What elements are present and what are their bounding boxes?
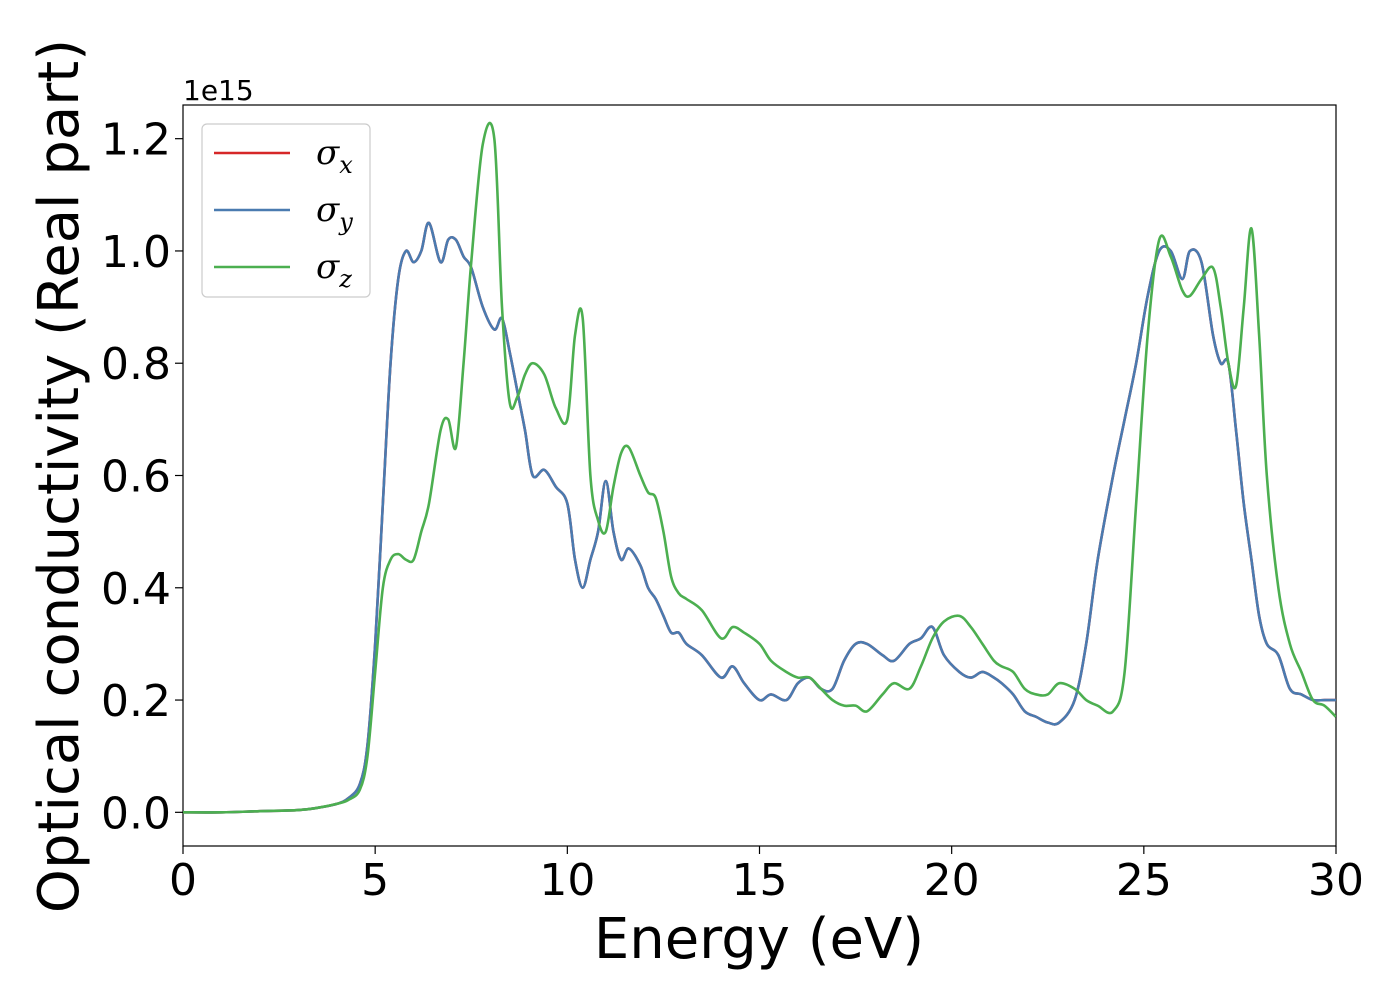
x-tick-label: 5 bbox=[361, 855, 389, 906]
y-axis-label: Optical conductivity (Real part) bbox=[27, 39, 92, 913]
y-offset-label: 1e15 bbox=[183, 74, 254, 107]
x-tick-label: 15 bbox=[732, 855, 788, 906]
x-axis-label: Energy (eV) bbox=[594, 907, 924, 972]
y-tick-label: 0.2 bbox=[101, 676, 171, 727]
x-tick-label: 30 bbox=[1308, 855, 1364, 906]
axes: 0 5 10 15 20 25 30 0.0 0.2 0.4 0.6 0.8 1.0 1.2 bbox=[101, 115, 1364, 906]
series-line-y bbox=[183, 221, 1336, 814]
y-tick-label: 1.2 bbox=[101, 115, 171, 166]
y-tick-label: 0.6 bbox=[101, 452, 171, 503]
legend: σx σy σz bbox=[201, 123, 371, 298]
x-tick-label: 10 bbox=[539, 855, 595, 906]
legend-entry-y: σy bbox=[316, 190, 353, 236]
x-tick-label: 20 bbox=[924, 855, 980, 906]
legend-entry-x: σx bbox=[316, 133, 353, 179]
legend-entry-z: σz bbox=[316, 247, 352, 293]
y-tick-label: 0.8 bbox=[101, 339, 171, 390]
y-tick-label: 0.0 bbox=[101, 788, 171, 839]
series-line-z bbox=[183, 121, 1336, 814]
x-tick-label: 0 bbox=[169, 855, 197, 906]
x-tick-label: 25 bbox=[1116, 855, 1172, 906]
series-lines bbox=[183, 121, 1336, 814]
series-line-x bbox=[183, 221, 1336, 814]
y-tick-label: 0.4 bbox=[101, 564, 171, 615]
y-tick-label: 1.0 bbox=[101, 227, 171, 278]
